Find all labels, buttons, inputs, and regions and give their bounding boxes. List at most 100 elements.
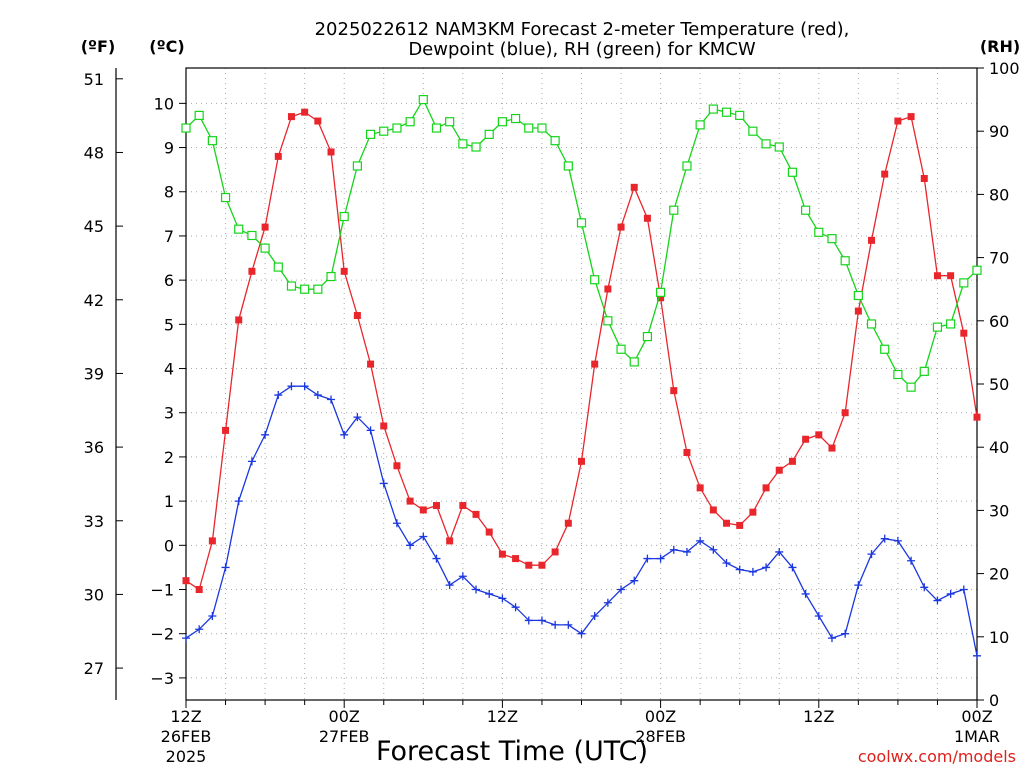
grid-lines (186, 68, 977, 700)
rh-point (774, 142, 784, 152)
rh-point (563, 161, 573, 171)
x-tick-label-time: 12Z (170, 707, 201, 726)
dewpoint-point (959, 585, 968, 594)
temperature-point (195, 586, 203, 594)
rh-point (682, 161, 692, 171)
temperature-point (604, 285, 612, 293)
temperature-point (248, 267, 256, 275)
dewpoint-point (432, 554, 441, 563)
x-tick-label-time: 12Z (487, 707, 518, 726)
rh-point (603, 316, 613, 326)
rh-tick-label: 70 (989, 249, 1009, 268)
rh-series (181, 94, 982, 392)
dewpoint-point (973, 651, 981, 660)
rh-point (537, 123, 547, 133)
rh-point (286, 281, 297, 291)
rh-point (590, 275, 600, 285)
temperature-point (222, 426, 230, 434)
dewpoint-point (287, 382, 296, 391)
rh-point (207, 136, 217, 146)
fahrenheit-tick-label: 30 (84, 585, 104, 604)
data-series (181, 94, 982, 660)
dewpoint-point (722, 558, 731, 567)
temperature-point (353, 311, 361, 319)
rh-point (247, 230, 257, 241)
celsius-tick-label: 9 (164, 139, 174, 158)
rh-point (708, 104, 718, 114)
chart-title-line1: 2025022612 NAM3KM Forecast 2-meter Tempe… (315, 19, 850, 40)
fahrenheit-tick-label: 51 (84, 70, 104, 89)
celsius-tick-label: −2 (150, 625, 174, 644)
temperature-point (907, 113, 915, 121)
temperature-point (419, 506, 427, 514)
rh-point (748, 126, 758, 136)
dewpoint-point (577, 629, 586, 638)
temperature-point (551, 548, 559, 556)
x-tick-label-time: 00Z (645, 707, 676, 726)
dewpoint-point (827, 634, 836, 643)
rh-point (761, 139, 771, 149)
celsius-tick-label: −3 (150, 669, 174, 688)
temperature-point (749, 508, 757, 516)
dewpoint-point (182, 634, 190, 643)
dewpoint-point (762, 563, 771, 572)
temperature-point (723, 519, 731, 527)
dewpoint-point (735, 565, 744, 574)
dewpoint-point (524, 616, 533, 625)
temperature-point (459, 502, 467, 510)
dewpoint-point (221, 563, 230, 572)
rh-point (300, 284, 310, 294)
temperature-point (525, 561, 533, 569)
rh-point (893, 369, 903, 380)
rh-tick-label: 90 (989, 122, 1009, 141)
temperature-point (498, 550, 506, 558)
x-tick-label-date: 1MAR (954, 727, 1000, 746)
temperature-point (802, 435, 810, 443)
rh-tick-label: 60 (989, 312, 1009, 331)
celsius-tick-label: 3 (164, 404, 174, 423)
dewpoint-point (406, 541, 415, 550)
temperature-point (920, 174, 928, 182)
rh-point (801, 205, 811, 215)
dewpoint-point (801, 589, 810, 598)
dewpoint-point (247, 457, 256, 466)
dewpoint-point (841, 629, 850, 638)
celsius-tick-label: 4 (164, 360, 174, 379)
rh-point (220, 192, 231, 203)
temperature-point (868, 236, 876, 244)
credit-text: coolwx.com/models (858, 747, 1016, 766)
dewpoint-point (485, 589, 494, 598)
temperature-point (314, 117, 322, 125)
rh-tick-label: 30 (989, 501, 1009, 520)
dewpoint-point (498, 594, 507, 603)
temperature-point (736, 521, 744, 529)
fahrenheit-tick-label: 42 (84, 291, 104, 310)
temperature-point (709, 506, 717, 514)
rh-point (721, 107, 732, 117)
x-tick-label-date: 27FEB (319, 727, 370, 746)
fahrenheit-tick-label: 36 (84, 438, 104, 457)
rh-point (946, 319, 956, 329)
rh-point (418, 94, 428, 105)
rh-point (510, 113, 521, 124)
temperature-point (762, 484, 770, 492)
rh-point (313, 284, 323, 294)
temperature-point (261, 223, 269, 231)
rh-point (365, 129, 376, 139)
dewpoint-point (419, 532, 428, 541)
dewpoint-point (748, 567, 757, 576)
temperature-point (564, 519, 572, 527)
rh-point (642, 332, 653, 342)
rh-point (629, 357, 639, 367)
temperature-point (327, 148, 335, 156)
dewpoint-point (274, 391, 283, 400)
rh-point (181, 123, 191, 133)
dewpoint-point (327, 395, 336, 404)
temperature-point (973, 413, 981, 421)
temperature-point (432, 502, 440, 510)
rh-point (616, 344, 626, 354)
rh-tick-label: 80 (989, 185, 1009, 204)
rh-point (405, 117, 415, 127)
dewpoint-point (696, 536, 705, 545)
dewpoint-point (340, 430, 349, 439)
